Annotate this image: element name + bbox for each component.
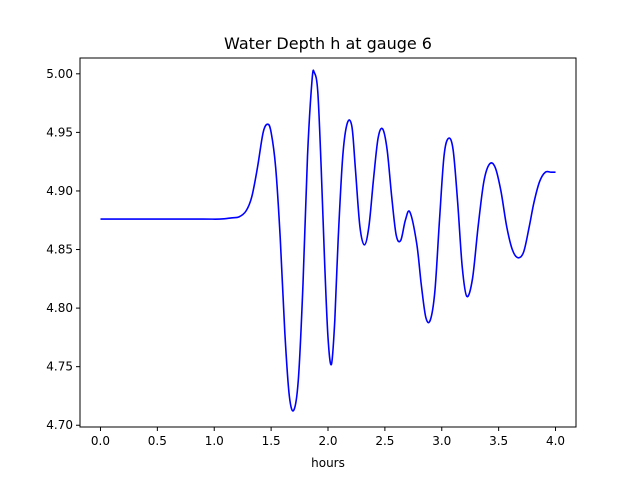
y-tick-label: 4.70 — [46, 418, 73, 432]
y-tick-label: 4.80 — [46, 301, 73, 315]
x-tick-label: 2.0 — [318, 434, 337, 448]
x-tick-label: 0.0 — [91, 434, 110, 448]
x-tick-label: 3.0 — [432, 434, 451, 448]
axis-ticks: 0.0 0.5 1.0 1.5 2.0 2.5 3.0 3.5 4.0 4.70 4.75 4.80 4… — [46, 67, 565, 448]
plot-area — [100, 69, 556, 412]
x-tick-label: 3.5 — [489, 434, 508, 448]
x-tick-label: 0.5 — [148, 434, 167, 448]
chart-title: Water Depth h at gauge 6 — [224, 34, 432, 53]
series-line — [100, 69, 556, 412]
x-tick-label: 1.5 — [262, 434, 281, 448]
y-tick-label: 5.00 — [46, 67, 73, 81]
x-tick-label: 4.0 — [546, 434, 565, 448]
x-axis-label: hours — [311, 456, 345, 470]
y-tick-label: 4.95 — [46, 125, 73, 139]
y-tick-label: 4.90 — [46, 184, 73, 198]
y-tick-label: 4.75 — [46, 360, 73, 374]
x-tick-label: 1.0 — [205, 434, 224, 448]
y-tick-label: 4.85 — [46, 243, 73, 257]
plot-frame — [79, 57, 577, 428]
x-tick-label: 2.5 — [375, 434, 394, 448]
